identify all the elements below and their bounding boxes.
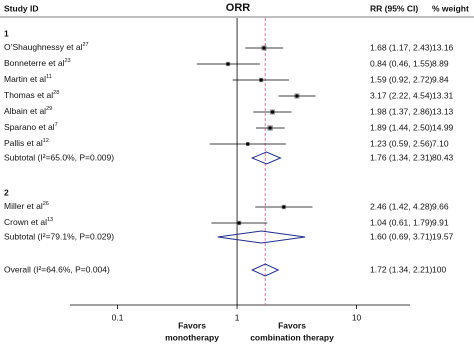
ci-label: 2.46 (1.42, 4.28) — [370, 201, 433, 211]
study-ref: 28 — [53, 90, 59, 96]
study-name: O’Shaughnessy et al — [4, 42, 83, 52]
subtotal-label: Overall (I²=64.6%, P=0.004) — [4, 264, 110, 274]
x-tick-label: 10 — [352, 312, 362, 322]
pooled-diamond — [251, 263, 280, 277]
favors-label: Favors — [278, 320, 306, 330]
weight-label: 9.66 — [432, 201, 449, 211]
ci-label: 1.72 (1.34, 2.21) — [370, 264, 433, 274]
study-point — [246, 142, 250, 146]
study-label: Miller et al26 — [4, 201, 49, 211]
weight-label: 19.57 — [432, 231, 454, 241]
x-tick-label: 0.1 — [112, 312, 124, 322]
weight-label: 80.43 — [432, 152, 454, 162]
column-header: Study ID — [4, 3, 38, 13]
study-label: O’Shaughnessy et al27 — [4, 42, 89, 52]
weight-label: 9.91 — [432, 217, 449, 227]
ci-label: 0.84 (0.46, 1.55) — [370, 58, 433, 68]
ci-label: 1.68 (1.17, 2.43) — [370, 42, 433, 52]
weight-label: 7.10 — [432, 138, 449, 148]
favors-label: monotherapy — [165, 332, 219, 342]
study-name: Bonneterre et al — [4, 58, 65, 68]
study-name: Pallis et al — [4, 138, 43, 148]
study-point — [268, 126, 272, 130]
ci-label: 1.60 (0.69, 3.71) — [370, 231, 433, 241]
study-name: Sparano et al — [4, 122, 55, 132]
weight-label: 13.16 — [432, 42, 454, 52]
study-ref: 23 — [64, 58, 70, 64]
study-label: Albain et al29 — [4, 106, 52, 116]
study-point — [270, 110, 275, 114]
study-ref: 11 — [46, 74, 52, 80]
study-point — [237, 221, 241, 225]
study-ref: 29 — [46, 106, 52, 112]
ci-label: 1.04 (0.61, 1.79) — [370, 217, 433, 227]
study-label: Thomas et al28 — [4, 90, 59, 100]
study-point — [282, 205, 286, 209]
x-tick-label: 1 — [235, 312, 240, 322]
ci-label: 1.76 (1.34, 2.31) — [370, 152, 433, 162]
column-header: % weight — [432, 3, 469, 13]
study-label: Martin et al11 — [4, 74, 52, 84]
pooled-diamond — [250, 151, 282, 165]
study-ref: 27 — [82, 42, 88, 48]
weight-label: 13.13 — [432, 106, 454, 116]
study-label: Sparano et al7 — [4, 122, 58, 132]
pooled-diamond — [217, 230, 306, 244]
ci-label: 1.89 (1.44, 2.50) — [370, 122, 433, 132]
study-label: Pallis et al12 — [4, 138, 49, 148]
study-ref: 12 — [43, 138, 49, 144]
favors-label: combination therapy — [250, 332, 334, 342]
ci-label: 1.23 (0.59, 2.56) — [370, 138, 433, 148]
study-name: Crown et al — [4, 217, 47, 227]
subtotal-label: Subtotal (I²=79.1%, P=0.029) — [4, 231, 114, 241]
study-point — [226, 62, 230, 66]
study-name: Miller et al — [4, 201, 43, 211]
weight-label: 13.31 — [432, 90, 454, 100]
study-ref: 13 — [47, 217, 53, 223]
study-label: Bonneterre et al23 — [4, 58, 71, 68]
study-point — [259, 78, 263, 82]
chart-title: ORR — [226, 2, 251, 14]
weight-label: 14.99 — [432, 122, 454, 132]
group-label: 2 — [4, 187, 9, 197]
study-name: Thomas et al — [4, 90, 53, 100]
study-ref: 7 — [55, 122, 58, 128]
study-ref: 26 — [43, 201, 49, 207]
subtotal-label: Subtotal (I²=65.0%, P=0.009) — [4, 152, 114, 162]
study-name: Albain et al — [4, 106, 46, 116]
study-name: Martin et al — [4, 74, 46, 84]
weight-label: 8.89 — [432, 58, 449, 68]
study-label: Crown et al13 — [4, 217, 53, 227]
favors-label: Favors — [178, 320, 206, 330]
study-point — [262, 46, 266, 50]
study-point — [295, 94, 299, 98]
group-label: 1 — [4, 28, 9, 38]
ci-label: 3.17 (2.22, 4.54) — [370, 90, 433, 100]
ci-label: 1.98 (1.37, 2.86) — [370, 106, 433, 116]
weight-label: 100 — [432, 264, 446, 274]
weight-label: 9.84 — [432, 74, 449, 84]
ci-label: 1.59 (0.92, 2.72) — [370, 74, 433, 84]
column-header: RR (95% CI) — [370, 3, 418, 13]
